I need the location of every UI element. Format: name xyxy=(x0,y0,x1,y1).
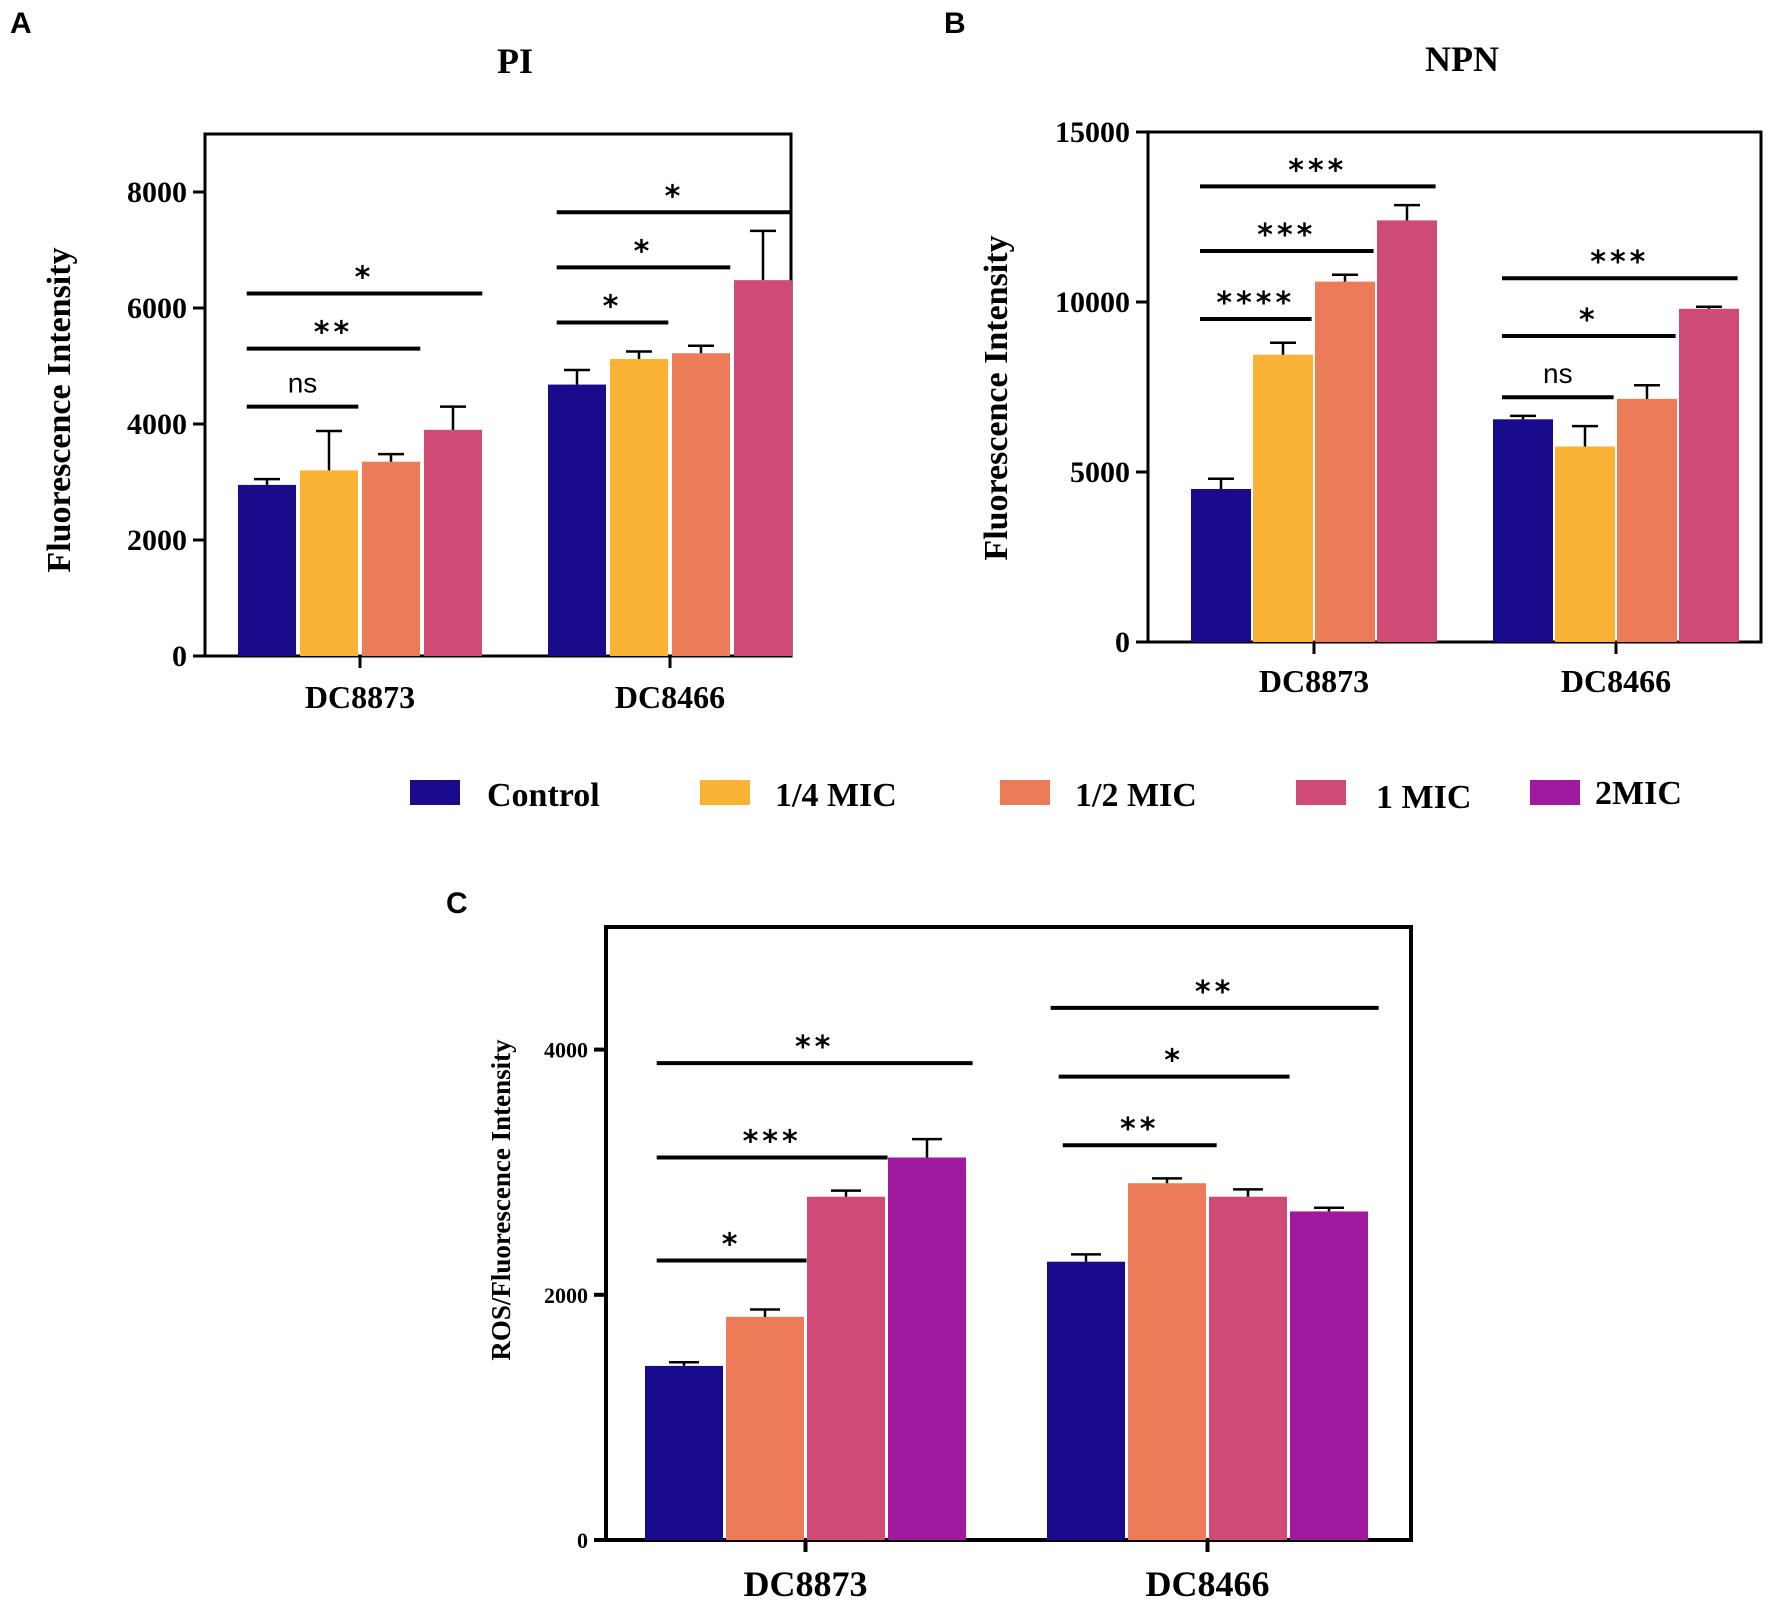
y-axis-label-a: Fluorescence Intensity xyxy=(41,247,78,572)
bar xyxy=(238,484,296,656)
significance-label: *** xyxy=(1288,153,1347,188)
y-tick-label: 4000 xyxy=(127,408,187,441)
bar xyxy=(807,1196,885,1540)
y-axis-label-b: Fluorescence Intensity xyxy=(978,235,1015,560)
x-category-label: DC8873 xyxy=(305,679,415,715)
y-tick-label: 0 xyxy=(1115,626,1130,659)
significance-label: ** xyxy=(314,316,353,351)
y-tick-label: 0 xyxy=(577,1528,588,1553)
bar xyxy=(1617,398,1677,642)
x-category-label: DC8873 xyxy=(1259,663,1369,699)
significance-label: * xyxy=(665,179,685,214)
y-tick-label: 15000 xyxy=(1055,116,1130,149)
legend-swatch-quarter-mic xyxy=(700,780,750,805)
legend-label-control: Control xyxy=(487,777,600,814)
significance-label: ** xyxy=(1120,1112,1159,1147)
significance-label: * xyxy=(603,290,623,325)
x-category-label: DC8466 xyxy=(615,679,725,715)
bar xyxy=(1209,1196,1287,1540)
significance-label: ns xyxy=(288,368,318,399)
bar xyxy=(734,280,792,656)
legend: Control 1/4 MIC 1/2 MIC 1 MIC 2MIC xyxy=(410,775,1682,816)
y-tick-label: 8000 xyxy=(127,176,187,209)
legend-label-half-mic: 1/2 MIC xyxy=(1075,777,1197,814)
chart-title-pi: PI xyxy=(497,41,533,81)
y-tick-label: 4000 xyxy=(544,1038,588,1063)
bar xyxy=(672,353,730,656)
y-tick-label: 0 xyxy=(172,640,187,673)
bar xyxy=(645,1365,723,1540)
significance-label: * xyxy=(722,1227,742,1262)
y-tick-label: 2000 xyxy=(544,1283,588,1308)
significance-label: *** xyxy=(1257,218,1316,253)
bar xyxy=(1377,220,1437,642)
panel-letter-b: B xyxy=(944,7,966,40)
x-category-label: DC8873 xyxy=(744,1564,868,1604)
legend-swatch-half-mic xyxy=(1000,780,1050,805)
significance-label: * xyxy=(355,261,375,296)
bar xyxy=(362,461,420,656)
bar xyxy=(1047,1261,1125,1540)
significance-label: * xyxy=(1579,303,1599,338)
legend-label-one-mic: 1 MIC xyxy=(1376,779,1471,816)
legend-label-two-mic: 2MIC xyxy=(1595,775,1682,812)
panel-letter-c: C xyxy=(446,887,468,920)
bar xyxy=(424,429,482,656)
bar xyxy=(1191,489,1251,642)
significance-label: * xyxy=(634,234,654,269)
bar xyxy=(1679,308,1739,642)
bar xyxy=(1128,1183,1206,1540)
significance-label: * xyxy=(1164,1044,1184,1079)
panel-letter-a: A xyxy=(10,7,32,40)
significance-label: ** xyxy=(1195,975,1234,1010)
x-category-label: DC8466 xyxy=(1146,1564,1270,1604)
bar xyxy=(610,359,668,656)
y-tick-label: 6000 xyxy=(127,292,187,325)
y-tick-label: 5000 xyxy=(1070,456,1130,489)
plot-frame xyxy=(1146,130,1763,644)
legend-label-quarter-mic: 1/4 MIC xyxy=(775,777,897,814)
bar xyxy=(1290,1211,1368,1540)
bar xyxy=(300,470,358,656)
bar xyxy=(1555,446,1615,642)
significance-label: *** xyxy=(743,1124,802,1159)
legend-swatch-one-mic xyxy=(1296,780,1346,805)
bar xyxy=(888,1157,966,1540)
bar xyxy=(726,1316,804,1540)
bar xyxy=(1315,281,1375,642)
x-category-label: DC8466 xyxy=(1561,663,1671,699)
bar xyxy=(1253,354,1313,642)
significance-label: **** xyxy=(1216,286,1295,321)
y-tick-label: 10000 xyxy=(1055,286,1130,319)
significance-label: ** xyxy=(795,1030,834,1065)
legend-swatch-control xyxy=(410,780,460,805)
bar xyxy=(548,384,606,656)
plot-frame xyxy=(604,925,1413,1542)
chart-title-npn: NPN xyxy=(1425,39,1499,79)
y-tick-label: 2000 xyxy=(127,524,187,557)
legend-swatch-two-mic xyxy=(1530,780,1580,805)
significance-label: *** xyxy=(1590,245,1649,280)
significance-label: ns xyxy=(1543,358,1573,389)
bar xyxy=(1493,419,1553,642)
y-axis-label-c: ROS/Fluorescence Intensity xyxy=(486,1039,516,1361)
